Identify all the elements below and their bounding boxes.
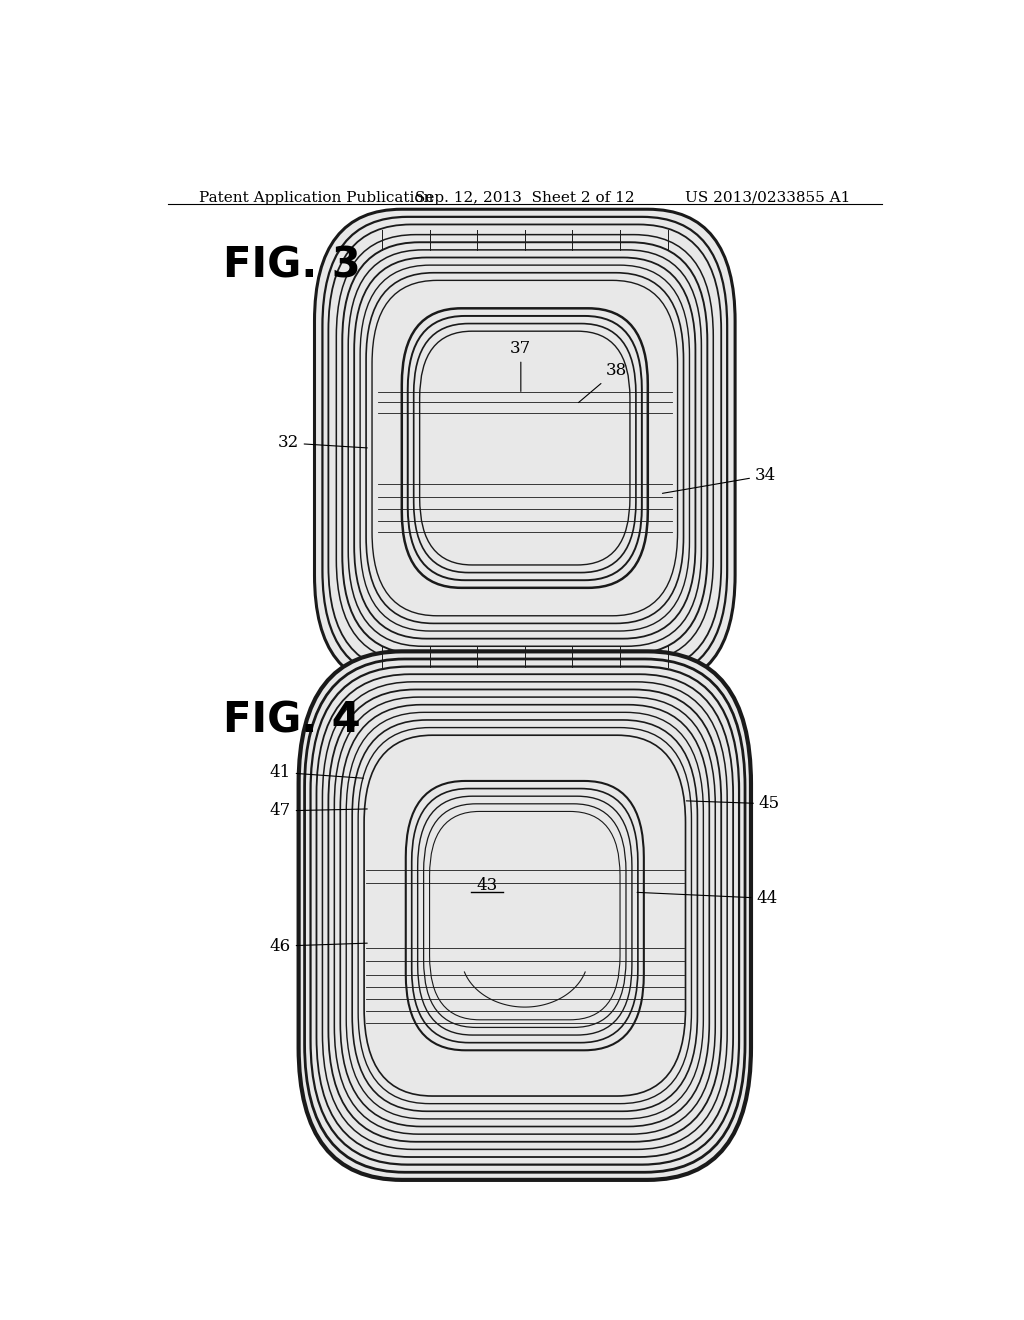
Text: Sep. 12, 2013  Sheet 2 of 12: Sep. 12, 2013 Sheet 2 of 12 bbox=[415, 191, 635, 205]
Text: 46: 46 bbox=[269, 937, 368, 954]
Text: 37: 37 bbox=[510, 339, 531, 392]
Text: 45: 45 bbox=[686, 796, 780, 812]
Text: 47: 47 bbox=[269, 803, 368, 820]
Text: US 2013/0233855 A1: US 2013/0233855 A1 bbox=[685, 191, 850, 205]
Text: 32: 32 bbox=[278, 434, 368, 451]
FancyBboxPatch shape bbox=[299, 651, 751, 1180]
Text: FIG. 3: FIG. 3 bbox=[223, 244, 361, 286]
Text: 41: 41 bbox=[269, 764, 364, 781]
Text: Patent Application Publication: Patent Application Publication bbox=[200, 191, 434, 205]
Text: 44: 44 bbox=[637, 890, 778, 907]
FancyBboxPatch shape bbox=[314, 210, 735, 686]
Text: FIG. 4: FIG. 4 bbox=[223, 700, 360, 741]
Text: 34: 34 bbox=[663, 467, 776, 494]
Text: 43: 43 bbox=[476, 876, 498, 894]
Text: 38: 38 bbox=[579, 362, 627, 403]
